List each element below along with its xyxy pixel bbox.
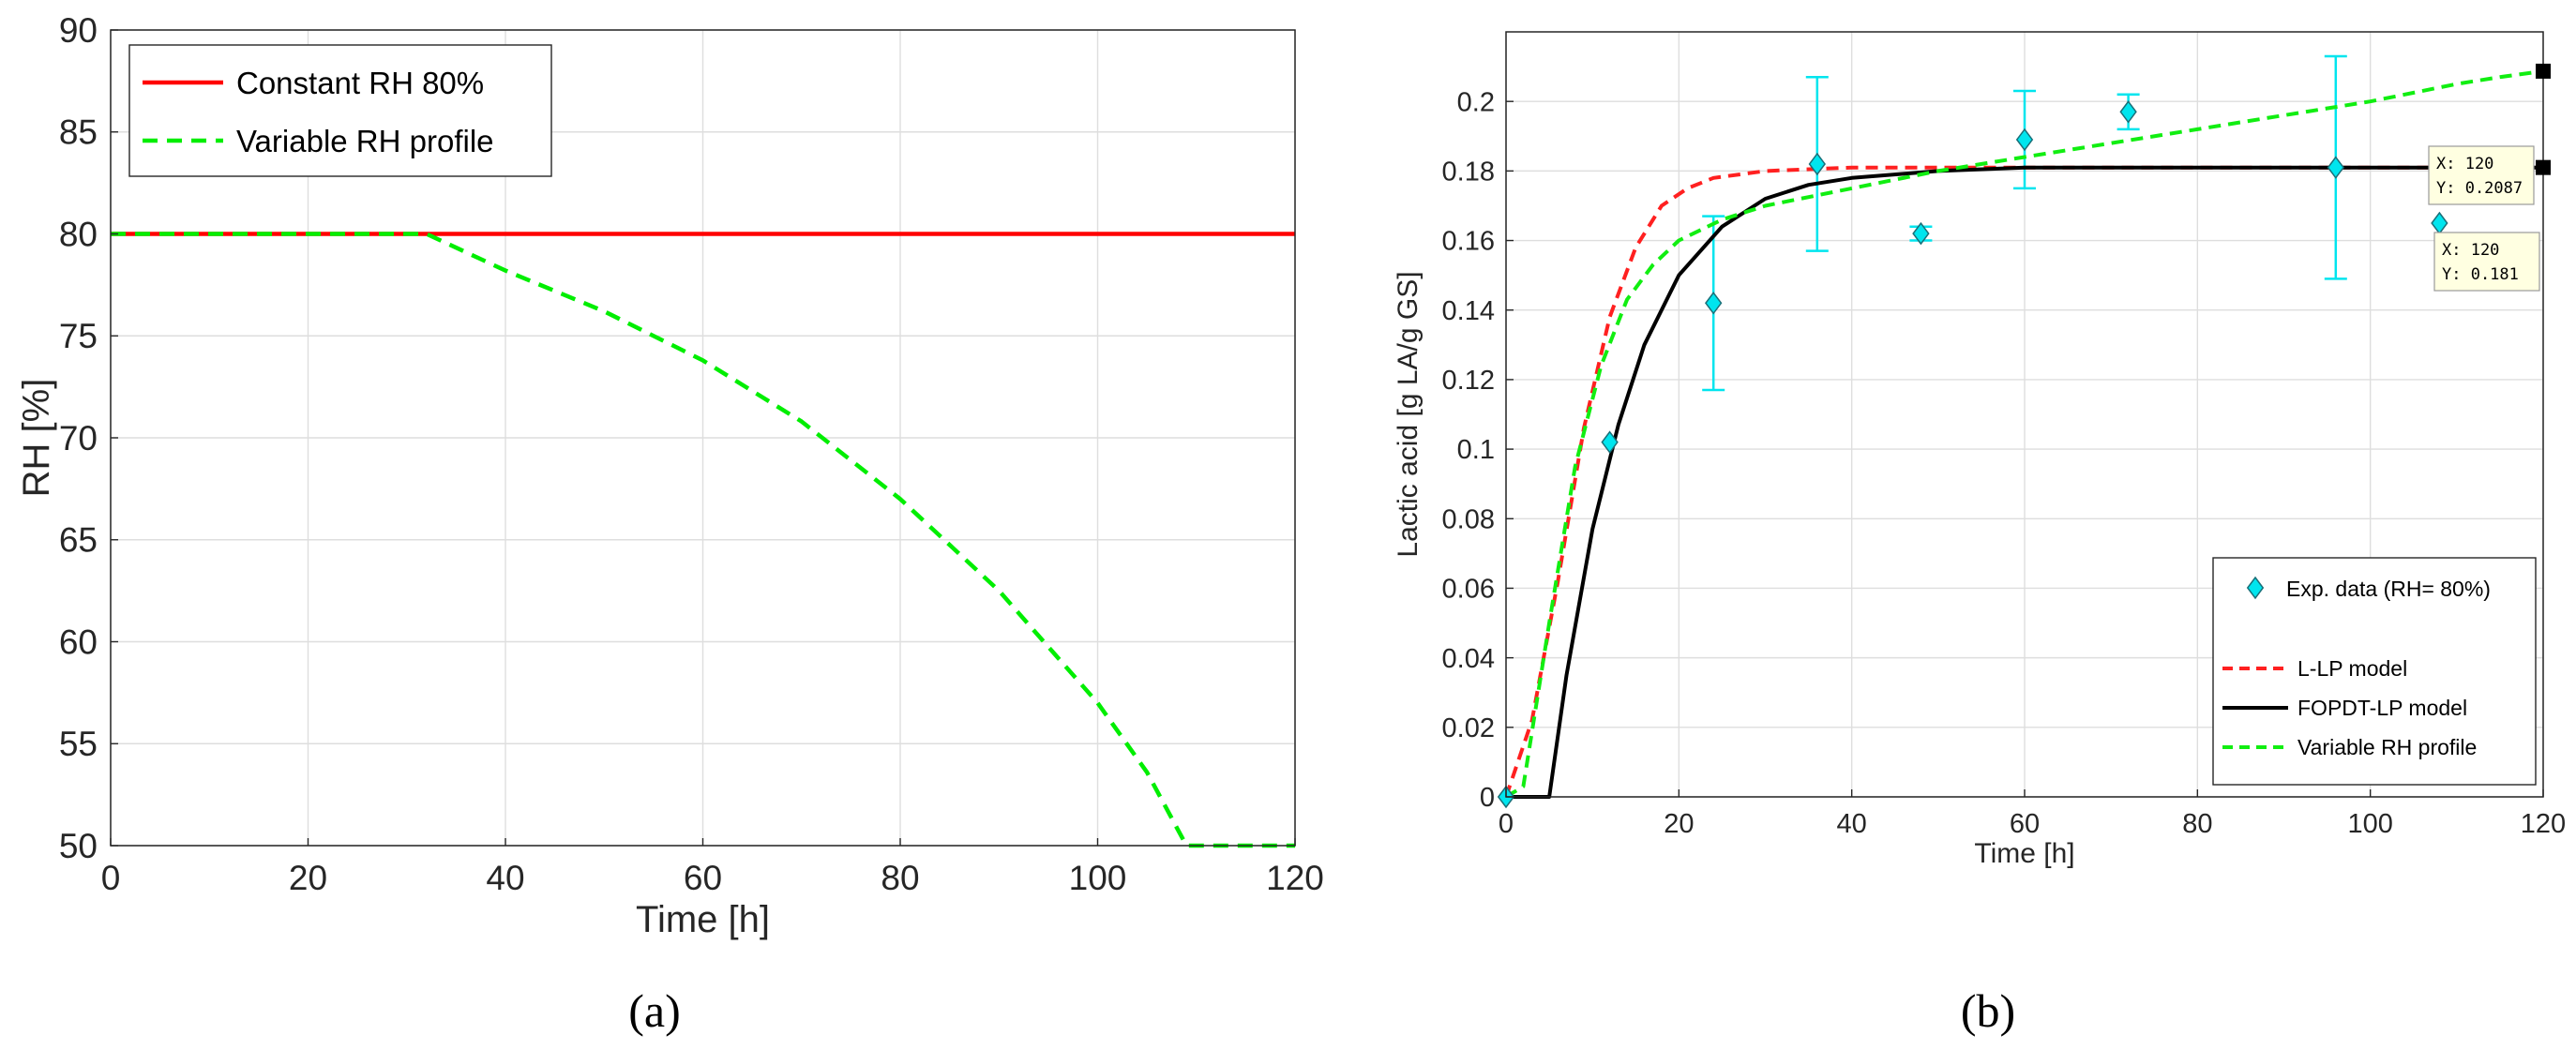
x-tick-label: 60 <box>684 859 722 897</box>
data-point <box>1601 430 1619 454</box>
data-point <box>2015 128 2034 152</box>
x-tick-label: 80 <box>2182 809 2212 839</box>
datatip-x: X: 120 <box>2442 241 2499 260</box>
x-axis-label-a: Time [h] <box>636 899 770 940</box>
y-axis-label-b: Lactic acid [g LA/g GS] <box>1393 271 1424 557</box>
chart-panel-b: 0 20 40 60 80 100 120 0 0.02 0.04 0.06 0.08 0.1 0.12 0… <box>1393 31 2567 869</box>
y-tick-label: 0.06 <box>1442 575 1495 605</box>
data-point <box>1912 221 1930 246</box>
y-tick-label: 80 <box>59 215 98 253</box>
y-tick-label: 0.04 <box>1442 644 1495 674</box>
data-point <box>2327 156 2344 179</box>
ticks-a: 0 20 40 60 80 100 120 50 55 60 65 70 75 80 85 90 <box>59 11 1324 897</box>
y-axis-label-a: RH [%] <box>16 379 57 498</box>
y-tick-label: 0.02 <box>1442 713 1495 743</box>
series-line <box>111 232 1295 848</box>
y-tick-label: 85 <box>59 113 98 152</box>
x-tick-label: 20 <box>1664 809 1694 839</box>
x-tick-label: 80 <box>881 859 919 897</box>
chart-panel-a: 0 20 40 60 80 100 120 50 55 60 65 70 75 80 85 90 Time [… <box>16 11 1324 940</box>
series-line <box>1504 68 2544 799</box>
legend-label: Variable RH profile <box>236 124 494 158</box>
series-lines-b <box>1504 68 2544 799</box>
x-tick-label: 0 <box>101 859 121 897</box>
legend-label: L-LP model <box>2297 656 2407 681</box>
x-tick-label: 40 <box>486 859 524 897</box>
y-tick-label: 0.2 <box>1457 87 1495 117</box>
legend-a: Constant RH 80% Variable RH profile <box>128 44 552 177</box>
datatip-box <box>2428 145 2535 205</box>
y-tick-label: 0.14 <box>1442 296 1495 326</box>
caption-b: (b) <box>1961 984 2015 1037</box>
data-point <box>1808 152 1826 176</box>
y-tick-label: 75 <box>59 317 98 355</box>
datatip-marker <box>2536 63 2551 79</box>
legend-marker <box>2246 576 2265 600</box>
x-tick-label: 100 <box>2347 809 2392 839</box>
x-tick-label: 40 <box>1837 809 1867 839</box>
caption-a: (a) <box>628 984 681 1037</box>
data-point <box>1705 292 1723 315</box>
y-tick-label: 70 <box>59 419 98 458</box>
y-tick-label: 0.18 <box>1442 158 1495 188</box>
x-axis-label-b: Time [h] <box>1974 838 2074 869</box>
y-tick-label: 0.08 <box>1442 504 1495 534</box>
datatip-y: Y: 0.2087 <box>2436 179 2523 198</box>
x-tick-label: 120 <box>1266 859 1324 897</box>
y-tick-label: 55 <box>59 725 98 763</box>
ticks-b: 0 20 40 60 80 100 120 0 0.02 0.04 0.06 0.08 0.1 0.12 0… <box>1442 87 2567 839</box>
scatter-points-b <box>1497 100 2448 809</box>
y-tick-label: 65 <box>59 521 98 560</box>
data-point <box>2119 100 2137 124</box>
x-tick-label: 120 <box>2521 809 2566 839</box>
legend-b: Exp. data (RH= 80%) L-LP model FOPDT-LP mo… <box>2212 557 2537 786</box>
x-tick-label: 20 <box>289 859 327 897</box>
x-tick-label: 0 <box>1499 809 1514 839</box>
datatip-x: X: 120 <box>2436 155 2493 173</box>
legend-label: FOPDT-LP model <box>2297 696 2467 720</box>
y-tick-label: 0.1 <box>1457 435 1495 465</box>
x-tick-label: 100 <box>1069 859 1127 897</box>
y-tick-label: 0.16 <box>1442 227 1495 257</box>
y-tick-label: 60 <box>59 622 98 661</box>
datatip-box <box>2433 232 2540 292</box>
series-lines-a <box>111 232 1295 848</box>
legend-box <box>128 44 552 177</box>
legend-label: Constant RH 80% <box>236 66 484 100</box>
datatip-y: Y: 0.181 <box>2442 265 2519 284</box>
series-line <box>1506 165 2543 799</box>
y-tick-label: 50 <box>59 827 98 865</box>
datatips-b: X: 120 Y: 0.2087 X: 120 Y: 0.181 <box>2428 63 2551 292</box>
legend-box <box>2212 557 2537 786</box>
legend-label: Variable RH profile <box>2297 735 2477 759</box>
datatip-marker <box>2536 159 2551 175</box>
y-tick-label: 90 <box>59 11 98 50</box>
y-tick-label: 0.12 <box>1442 366 1495 396</box>
y-tick-label: 0 <box>1480 783 1495 813</box>
legend-label: Exp. data (RH= 80%) <box>2286 577 2491 601</box>
x-tick-label: 60 <box>2010 809 2040 839</box>
